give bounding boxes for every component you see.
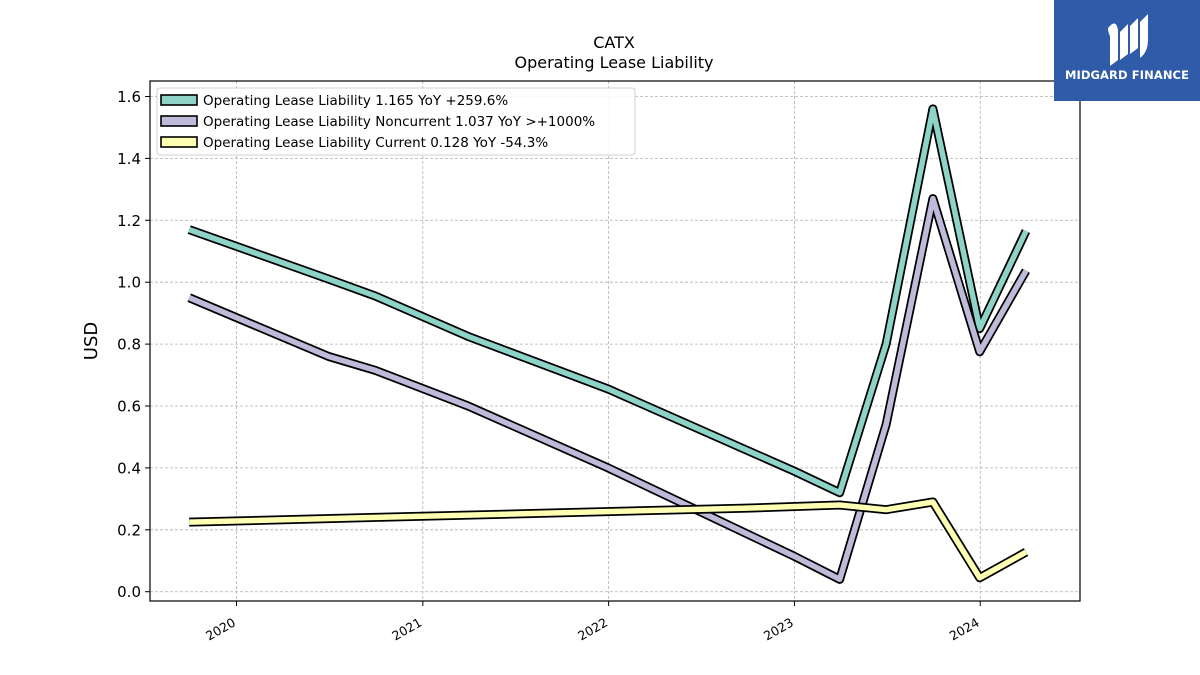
legend-swatch [160,115,198,127]
series-0-outline [187,104,1031,498]
series-2-line [189,499,1028,581]
chart-title: CATX [593,33,635,52]
x-axis-ticks: 2020 2021 2022 2023 2024 [203,601,982,644]
legend-box [156,87,636,156]
y-axis-ticks: 0.0 0.2 0.4 0.6 0.8 1.0 1.2 1.4 1.6 [117,88,150,601]
y-tick-label: 1.0 [117,274,141,292]
x-tick-label: 2022 [575,615,610,644]
plot-frame [149,80,1081,602]
legend: Operating Lease Liability 1.165 YoY +259… [156,87,636,156]
y-tick-label: 0.4 [117,459,141,477]
legend-label: Operating Lease Liability 1.165 YoY +259… [203,93,508,109]
y-axis-label: USD [81,322,102,360]
y-tick-label: 0.2 [117,521,141,539]
legend-label: Operating Lease Liability Current 0.128 … [203,135,548,151]
midgard-finance-logo: MIDGARD FINANCE [1054,0,1200,101]
logo-text: MIDGARD FINANCE [1064,68,1190,82]
x-tick-label: 2023 [761,615,796,644]
series-layer [187,104,1031,584]
x-tick-label: 2021 [389,615,424,644]
y-tick-label: 1.2 [117,212,141,230]
series-1-line [188,195,1029,583]
series-0-line [188,106,1029,496]
x-tick-label: 2024 [947,615,982,644]
y-tick-label: 1.4 [117,150,141,168]
chart-subtitle: Operating Lease Liability [514,53,713,72]
legend-label: Operating Lease Liability Noncurrent 1.0… [203,114,595,130]
legend-swatch [160,94,198,106]
y-tick-label: 0.8 [117,336,141,354]
y-tick-label: 0.6 [117,398,141,416]
logo-mark-icon [1108,14,1148,67]
y-tick-label: 1.6 [117,88,141,106]
legend-swatch [160,136,198,148]
x-tick-label: 2020 [203,615,238,644]
y-tick-label: 0.0 [117,583,141,601]
